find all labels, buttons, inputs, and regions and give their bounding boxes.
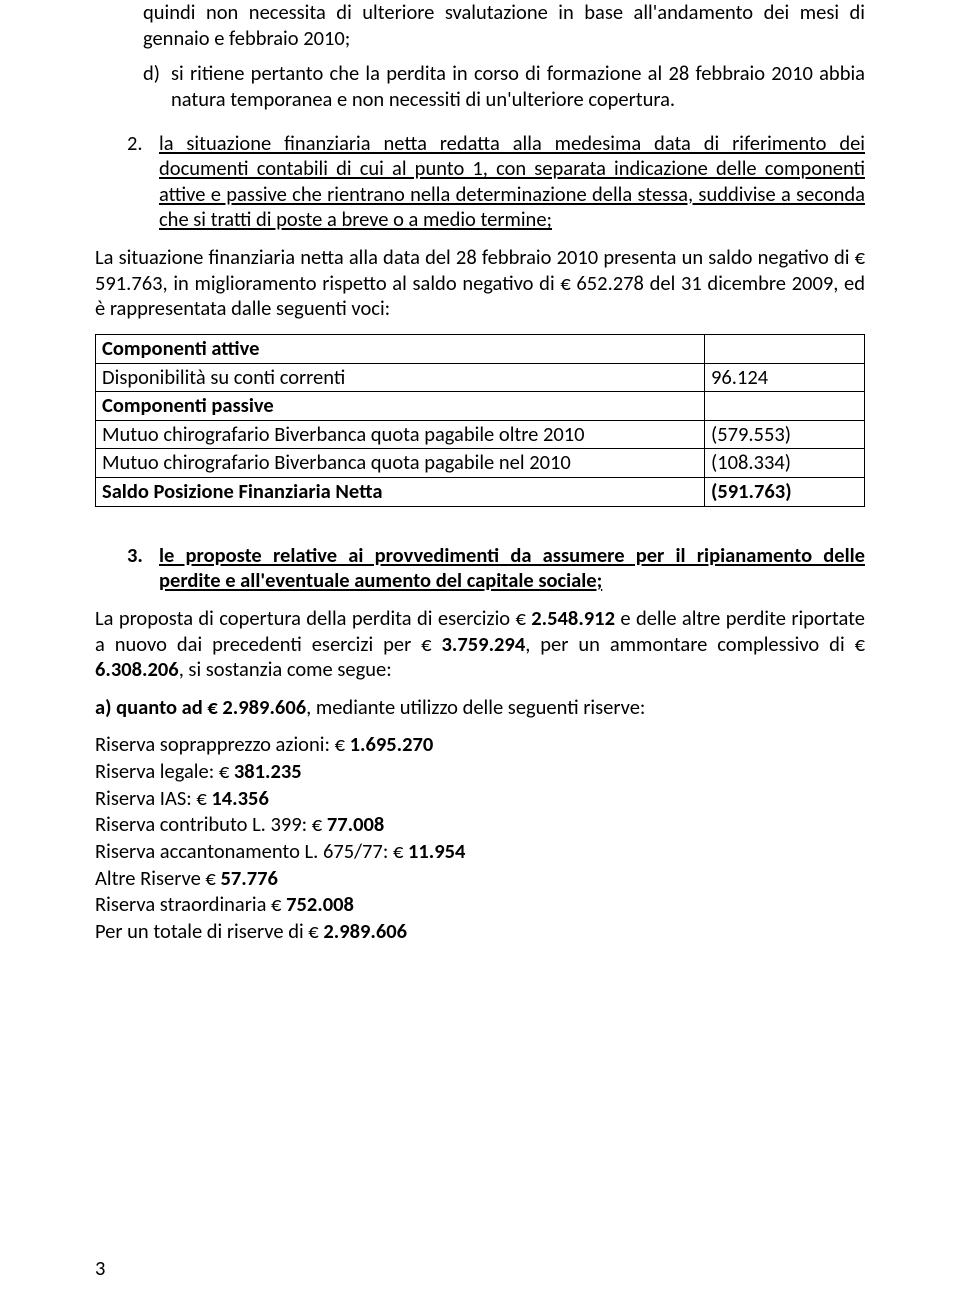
riserva-amount: 14.356 [211, 785, 268, 811]
table-row: Disponibilità su conti correnti96.124 [96, 363, 865, 392]
table-cell-value [705, 334, 865, 363]
paragraph-proposta: La proposta di copertura della perdita d… [95, 606, 865, 683]
financial-table: Componenti attiveDisponibilità su conti … [95, 334, 865, 507]
item-2-marker: 2. [127, 131, 159, 234]
numbered-item-2: 2. la situazione finanziaria netta redat… [127, 131, 865, 234]
riserva-amount: 2.989.606 [323, 918, 407, 944]
riserva-line: Riserva legale: € 381.235 [95, 759, 865, 785]
table-cell-label: Mutuo chirografario Biverbanca quota pag… [96, 420, 705, 449]
riserva-amount: 77.008 [327, 811, 384, 837]
table-row: Componenti passive [96, 392, 865, 421]
table-cell-value: (579.553) [705, 420, 865, 449]
riserva-label: Per un totale di riserve di € [95, 918, 323, 944]
proposta-mid-2: , per un ammontare complessivo di € [525, 631, 865, 657]
table-cell-value: 96.124 [705, 363, 865, 392]
table-cell-label: Mutuo chirografario Biverbanca quota pag… [96, 449, 705, 478]
item-3-marker: 3. [127, 543, 159, 594]
riserva-line: Riserva contributo L. 399: € 77.008 [95, 812, 865, 838]
riserve-list: Riserva soprapprezzo azioni: € 1.695.270… [95, 732, 865, 944]
table-row: Saldo Posizione Finanziaria Netta(591.76… [96, 478, 865, 507]
item-d-marker: d) [143, 61, 171, 112]
line-a: a) quanto ad € 2.989.606, mediante utili… [95, 695, 865, 721]
riserva-amount: 381.235 [234, 758, 302, 784]
riserva-amount: 11.954 [408, 838, 465, 864]
table-cell-value: (591.763) [705, 478, 865, 507]
item-c-text: quindi non necessita di ulteriore svalut… [143, 0, 865, 51]
proposta-prefix: La proposta di copertura della perdita d… [95, 605, 531, 631]
item-d-text: si ritiene pertanto che la perdita in co… [171, 61, 865, 112]
riserva-label: Riserva contributo L. 399: € [95, 811, 327, 837]
riserva-amount: 752.008 [286, 891, 354, 917]
page-number: 3 [95, 1255, 105, 1281]
riserva-label: Riserva soprapprezzo azioni: € [95, 731, 350, 757]
riserva-label: Riserva IAS: € [95, 785, 211, 811]
item-d: d) si ritiene pertanto che la perdita in… [143, 61, 865, 112]
proposta-amount-2: 3.759.294 [442, 631, 526, 657]
table-cell-label: Componenti attive [96, 334, 705, 363]
riserva-line: Riserva IAS: € 14.356 [95, 786, 865, 812]
proposta-suffix: , si sostanzia come segue: [179, 656, 392, 682]
table-row: Mutuo chirografario Biverbanca quota pag… [96, 420, 865, 449]
table-cell-label: Componenti passive [96, 392, 705, 421]
line-a-prefix: a) quanto ad € 2.989.606 [95, 694, 306, 720]
riserva-label: Altre Riserve € [95, 865, 220, 891]
item-3-text: le proposte relative ai provvedimenti da… [159, 543, 865, 594]
table-cell-label: Disponibilità su conti correnti [96, 363, 705, 392]
riserva-line: Altre Riserve € 57.776 [95, 866, 865, 892]
riserva-line: Per un totale di riserve di € 2.989.606 [95, 919, 865, 945]
table-row: Componenti attive [96, 334, 865, 363]
riserva-line: Riserva straordinaria € 752.008 [95, 892, 865, 918]
riserva-label: Riserva straordinaria € [95, 891, 286, 917]
riserva-label: Riserva legale: € [95, 758, 234, 784]
table-row: Mutuo chirografario Biverbanca quota pag… [96, 449, 865, 478]
table-cell-label: Saldo Posizione Finanziaria Netta [96, 478, 705, 507]
proposta-amount-3: 6.308.206 [95, 656, 179, 682]
document-page: quindi non necessita di ulteriore svalut… [0, 0, 960, 975]
line-a-suffix: , mediante utilizzo delle seguenti riser… [306, 694, 645, 720]
paragraph-situazione: La situazione finanziaria netta alla dat… [95, 245, 865, 322]
proposta-amount-1: 2.548.912 [531, 605, 615, 631]
riserva-amount: 57.776 [220, 865, 277, 891]
numbered-item-3: 3. le proposte relative ai provvedimenti… [127, 543, 865, 594]
table-cell-value [705, 392, 865, 421]
riserva-line: Riserva accantonamento L. 675/77: € 11.9… [95, 839, 865, 865]
item-2-text: la situazione finanziaria netta redatta … [159, 131, 865, 234]
riserva-line: Riserva soprapprezzo azioni: € 1.695.270 [95, 732, 865, 758]
riserva-amount: 1.695.270 [350, 731, 434, 757]
riserva-label: Riserva accantonamento L. 675/77: € [95, 838, 408, 864]
table-cell-value: (108.334) [705, 449, 865, 478]
